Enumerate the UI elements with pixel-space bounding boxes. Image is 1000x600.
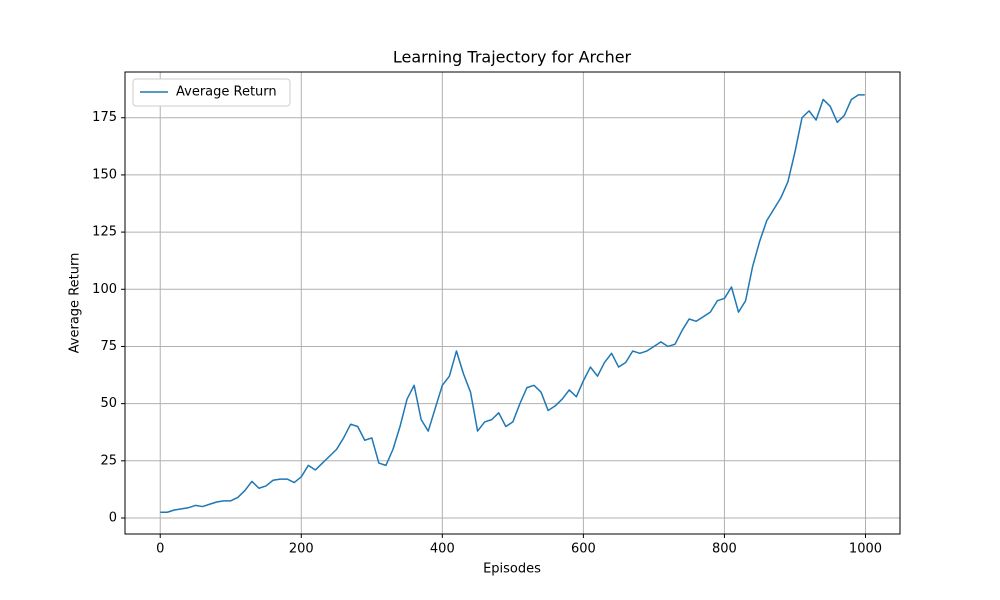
- x-tick-label: 0: [156, 542, 164, 557]
- x-tick-label: 200: [289, 542, 314, 557]
- y-tick-label: 75: [100, 339, 117, 354]
- chart-title: Learning Trajectory for Archer: [393, 48, 632, 67]
- x-tick-label: 1000: [849, 542, 882, 557]
- y-tick-label: 25: [100, 453, 117, 468]
- x-tick-label: 800: [712, 542, 737, 557]
- legend-label: Average Return: [176, 85, 277, 100]
- x-axis-label: Episodes: [483, 562, 541, 577]
- y-axis-label: Average Return: [68, 253, 83, 354]
- x-tick-label: 400: [430, 542, 455, 557]
- y-tick-label: 50: [100, 396, 117, 411]
- y-tick-label: 125: [92, 225, 117, 240]
- y-tick-label: 0: [109, 510, 117, 525]
- legend-box: [132, 78, 291, 107]
- data-line: [160, 94, 865, 514]
- y-tick-label: 150: [92, 167, 117, 182]
- y-tick-label: 175: [92, 110, 117, 125]
- y-tick-label: 100: [92, 282, 117, 297]
- x-tick-label: 600: [571, 542, 596, 557]
- plot-frame: [124, 71, 901, 535]
